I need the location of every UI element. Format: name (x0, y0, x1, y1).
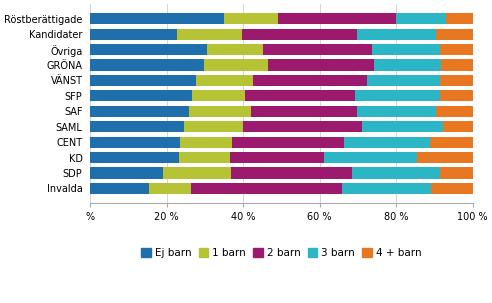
Bar (277, 13, 396, 24)
Bar (189, 106, 250, 117)
Legend: Ej barn, 1 barn, 2 barn, 3 barn, 4 + barn: Ej barn, 1 barn, 2 barn, 3 barn, 4 + bar… (137, 244, 426, 262)
Bar (430, 137, 472, 148)
Bar (177, 28, 242, 40)
Bar (205, 59, 268, 71)
Bar (372, 44, 440, 55)
Bar (184, 121, 243, 132)
Bar (357, 106, 435, 117)
Bar (435, 28, 472, 40)
Bar (90, 75, 196, 86)
Bar (250, 106, 357, 117)
Bar (443, 121, 472, 132)
Bar (192, 90, 245, 102)
Bar (180, 152, 230, 163)
Bar (191, 183, 342, 194)
Bar (90, 152, 180, 163)
Bar (224, 13, 277, 24)
Bar (367, 75, 440, 86)
Bar (90, 13, 224, 24)
Bar (441, 59, 472, 71)
Bar (90, 90, 192, 102)
Bar (324, 152, 417, 163)
Bar (253, 75, 367, 86)
Bar (440, 75, 472, 86)
Bar (149, 183, 191, 194)
Bar (343, 137, 430, 148)
Bar (430, 183, 472, 194)
Bar (357, 28, 435, 40)
Bar (90, 44, 207, 55)
Bar (90, 121, 184, 132)
Bar (374, 59, 441, 71)
Bar (440, 90, 472, 102)
Bar (90, 106, 189, 117)
Bar (263, 44, 372, 55)
Bar (207, 44, 263, 55)
Bar (163, 168, 231, 178)
Bar (268, 59, 374, 71)
Bar (245, 90, 355, 102)
Bar (231, 168, 352, 178)
Bar (181, 137, 232, 148)
Bar (90, 59, 205, 71)
Bar (440, 168, 472, 178)
Bar (435, 106, 472, 117)
Bar (352, 168, 440, 178)
Bar (90, 183, 149, 194)
Bar (90, 168, 163, 178)
Bar (90, 137, 181, 148)
Bar (362, 121, 443, 132)
Bar (196, 75, 253, 86)
Bar (90, 28, 177, 40)
Bar (446, 13, 472, 24)
Bar (243, 121, 362, 132)
Bar (242, 28, 357, 40)
Bar (230, 152, 324, 163)
Bar (440, 44, 472, 55)
Bar (396, 13, 446, 24)
Bar (355, 90, 440, 102)
Bar (232, 137, 343, 148)
Bar (417, 152, 472, 163)
Bar (342, 183, 430, 194)
